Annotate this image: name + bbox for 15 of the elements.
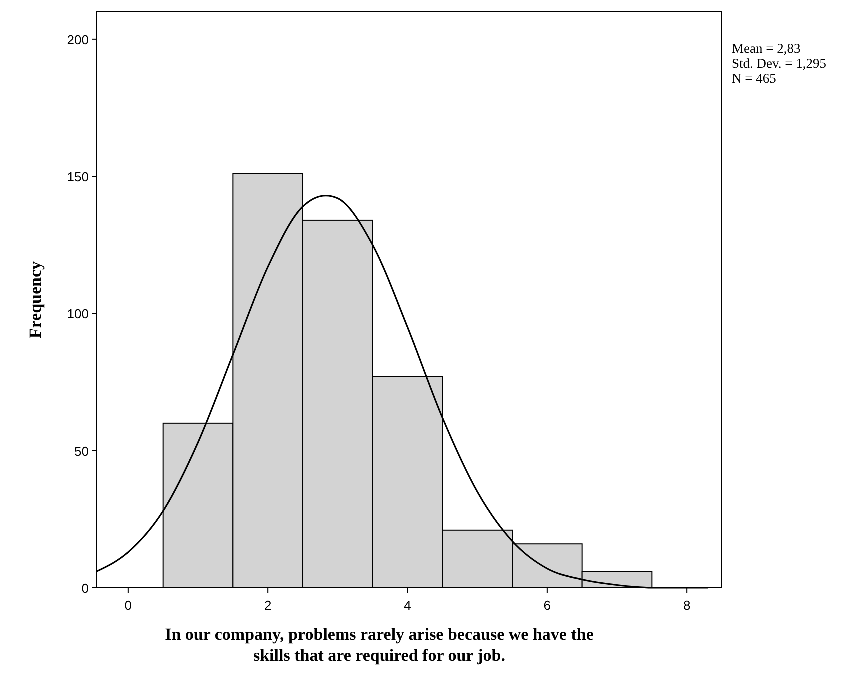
x-tick-label: 2 <box>264 598 272 613</box>
y-tick-label: 100 <box>67 306 89 322</box>
text: N = 465 <box>732 71 777 86</box>
y-tick-label: 200 <box>67 32 89 48</box>
y-tick-label: 50 <box>74 444 89 459</box>
text: Std. Dev. = 1,295 <box>732 56 827 71</box>
x-axis-title: In our company, problems rarely arise because we have the skills that are required for our job. <box>165 625 594 665</box>
y-axis-title: Frequency <box>26 260 45 339</box>
x-tick-label: 8 <box>683 598 691 613</box>
x-tick-label: 4 <box>404 598 412 613</box>
y-tick-label: 150 <box>67 170 89 185</box>
text: Mean = 2,83 <box>732 41 801 56</box>
x-tick-label: 0 <box>124 598 132 613</box>
x-tick-label: 6 <box>544 598 552 613</box>
y-tick-label: 0 <box>82 581 89 596</box>
